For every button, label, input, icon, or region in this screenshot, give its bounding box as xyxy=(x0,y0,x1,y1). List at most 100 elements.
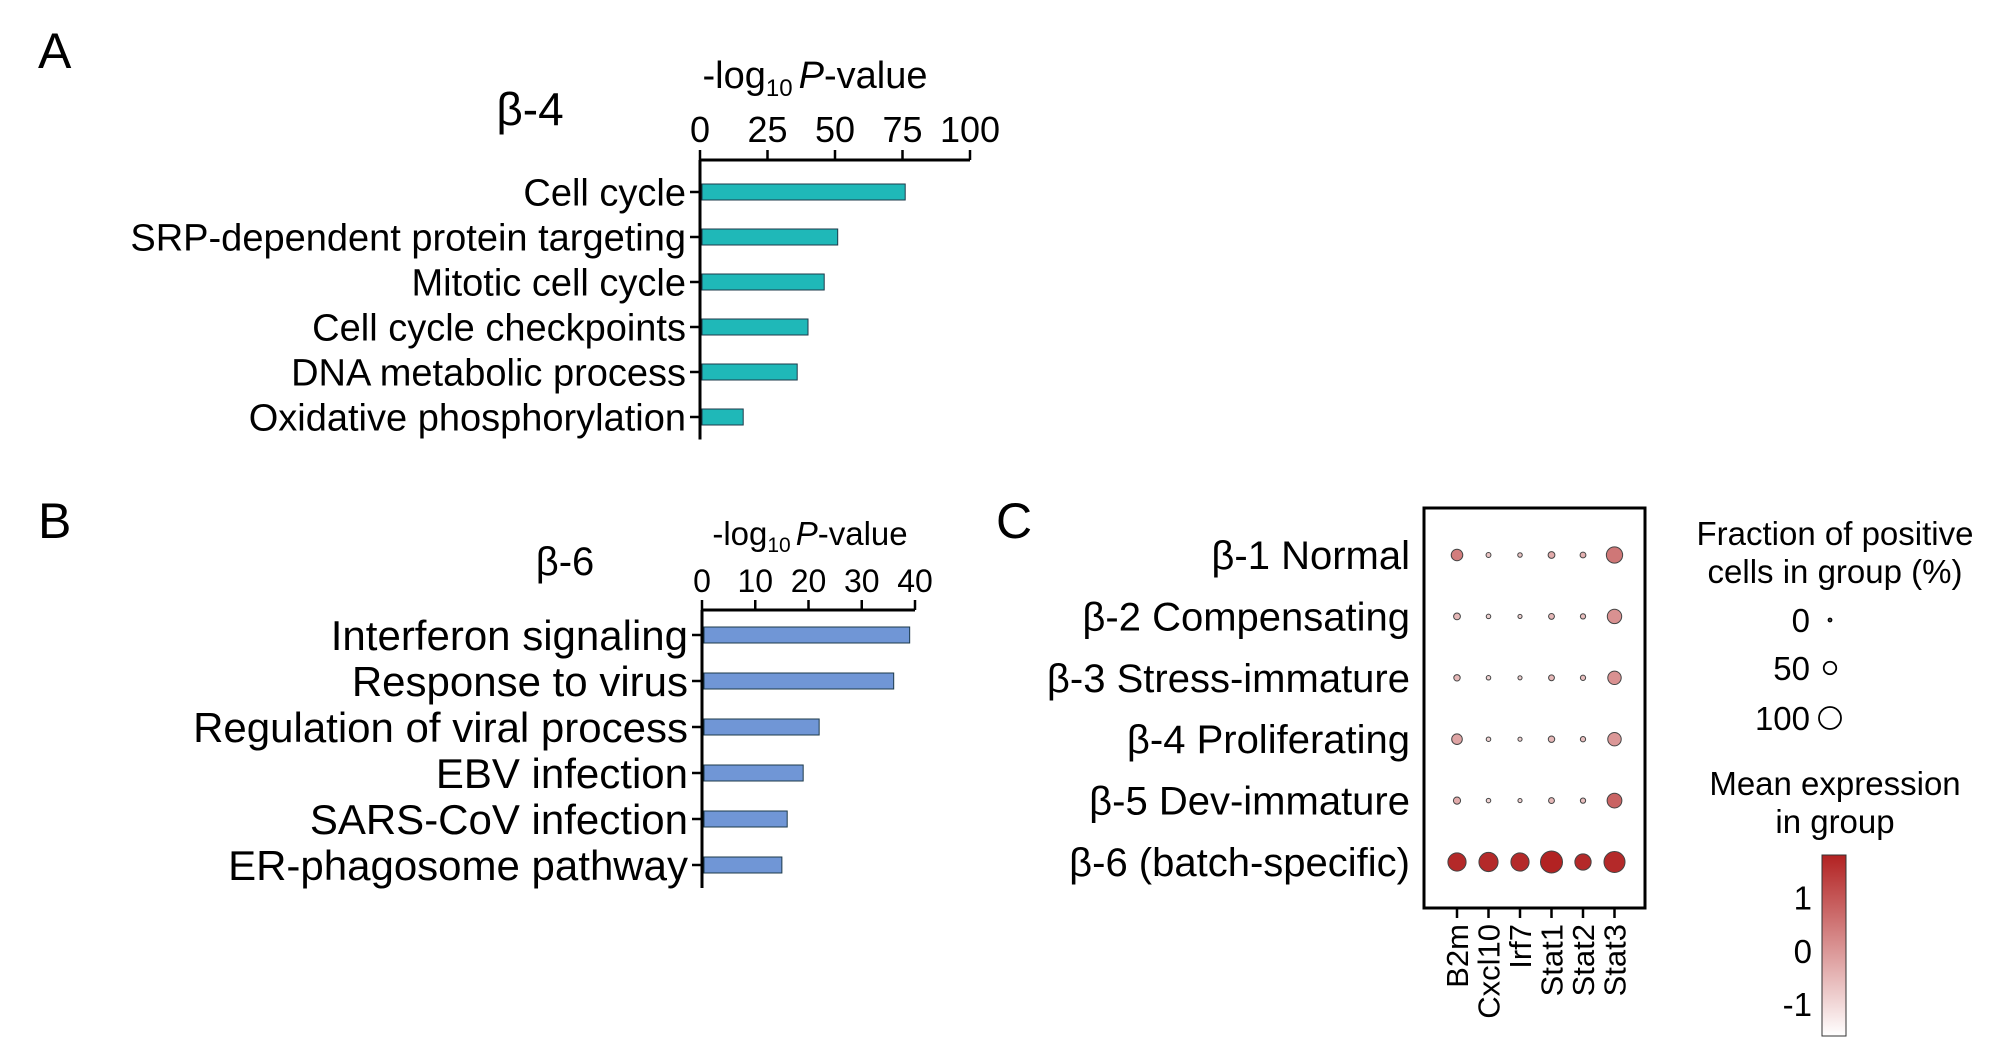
colorbar-tick-label: 0 xyxy=(1794,933,1812,970)
dot xyxy=(1574,853,1592,871)
panel-a-axis-title: -log10 P-value xyxy=(703,55,928,102)
category-label: Mitotic cell cycle xyxy=(412,263,687,305)
dot xyxy=(1548,612,1555,620)
axis-title-prefix: -log xyxy=(703,55,766,97)
color-legend-title: in group xyxy=(1775,803,1894,840)
size-legend-label: 50 xyxy=(1773,650,1810,687)
dot xyxy=(1453,612,1461,621)
bar xyxy=(701,318,809,336)
bar xyxy=(703,810,788,828)
x-tick-label: 25 xyxy=(747,109,787,150)
dot xyxy=(1517,675,1523,681)
dot xyxy=(1579,736,1587,743)
dot xyxy=(1517,736,1523,742)
colorbar xyxy=(1821,854,1847,1037)
dot xyxy=(1510,852,1530,872)
category-label: Interferon signaling xyxy=(331,612,688,659)
gene-label: Stat2 xyxy=(1566,924,1601,996)
dot xyxy=(1579,551,1587,559)
row-label: β-4 Proliferating xyxy=(1127,718,1410,762)
panel-b: B β-6 -log10 P-value 0 10 20 30 40Interferon … xyxy=(38,493,933,889)
bar xyxy=(703,672,895,690)
bar xyxy=(703,626,911,644)
x-tick-label: 0 xyxy=(693,563,711,599)
dot xyxy=(1605,546,1624,564)
dot xyxy=(1517,552,1523,558)
dot xyxy=(1450,548,1464,562)
dot xyxy=(1606,792,1623,809)
bar xyxy=(701,228,839,246)
row-label: β-5 Dev-immature xyxy=(1089,780,1410,824)
dot xyxy=(1485,552,1492,558)
dot xyxy=(1603,850,1626,874)
axis-title-suffix: -value xyxy=(824,55,928,97)
panel-b-letter: B xyxy=(38,493,71,549)
category-label: SARS-CoV infection xyxy=(310,796,688,843)
size-legend-title: cells in group (%) xyxy=(1708,553,1963,590)
panel-a: A β-4 -log10 P-value 0 25 50 75 100 Cell cycle… xyxy=(38,23,1000,440)
size-legend-dot xyxy=(1827,617,1833,623)
dot xyxy=(1517,798,1523,804)
category-label: Oxidative phosphorylation xyxy=(249,398,686,440)
dot-plot: β-1 Normal β-2 Compensating β-3 Stress-imm… xyxy=(1047,506,1974,1037)
dot xyxy=(1478,851,1499,873)
panel-a-letter: A xyxy=(38,23,72,79)
dot xyxy=(1607,731,1622,747)
category-label: EBV infection xyxy=(436,750,688,797)
panel-b-group-label: β-6 xyxy=(536,540,595,584)
dot xyxy=(1547,551,1556,559)
panel-c: C β-1 Normal β-2 Compensating β-3 Stress-i… xyxy=(996,493,1974,1037)
panel-b-axis-title: -log10 P-value xyxy=(712,515,907,557)
axis-title-prefix: -log xyxy=(712,515,767,552)
dot xyxy=(1485,613,1492,620)
size-legend-dot xyxy=(1822,660,1838,676)
row-label: β-6 (batch-specific) xyxy=(1069,841,1410,885)
size-legend-title: Fraction of positive xyxy=(1697,515,1974,552)
category-label: DNA metabolic process xyxy=(291,353,686,395)
gene-label: Cxcl10 xyxy=(1472,924,1507,1019)
dot xyxy=(1540,850,1563,874)
x-tick-label: 10 xyxy=(737,563,773,599)
x-tick-label: 50 xyxy=(815,109,855,150)
x-tick-label: 40 xyxy=(897,563,933,599)
dot xyxy=(1548,797,1555,805)
colorbar-tick-label: 1 xyxy=(1794,880,1812,917)
axis-title-subscript: 10 xyxy=(767,534,790,557)
row-label: β-1 Normal xyxy=(1211,534,1410,578)
x-tick-label: 100 xyxy=(940,109,1000,150)
dot xyxy=(1606,608,1623,625)
dot xyxy=(1447,852,1467,872)
axis-title-subscript: 10 xyxy=(766,75,793,102)
row-label: β-2 Compensating xyxy=(1082,595,1410,639)
category-label: ER-phagosome pathway xyxy=(228,842,688,889)
size-legend-label: 0 xyxy=(1792,602,1810,639)
dot xyxy=(1517,613,1523,619)
x-tick-label: 0 xyxy=(690,109,710,150)
size-legend-dot xyxy=(1818,706,1842,730)
color-legend-title: Mean expression xyxy=(1709,765,1960,802)
bar xyxy=(703,718,820,736)
dot xyxy=(1453,674,1461,682)
category-label: Cell cycle xyxy=(523,173,686,215)
dot xyxy=(1607,670,1622,686)
category-label: Response to virus xyxy=(352,658,688,705)
dot-plot-frame xyxy=(1422,506,1647,910)
dot xyxy=(1485,736,1492,742)
dot xyxy=(1485,797,1492,804)
gene-label: B2m xyxy=(1440,924,1475,988)
row-label: β-3 Stress-immature xyxy=(1047,657,1410,701)
category-label: SRP-dependent protein targeting xyxy=(130,218,686,260)
axis-title-italic: P xyxy=(799,55,825,97)
colorbar-tick-label: -1 xyxy=(1783,986,1812,1023)
gene-label: Irf7 xyxy=(1503,924,1538,969)
dot xyxy=(1547,735,1556,743)
axis-title-suffix: -value xyxy=(818,515,908,552)
bar xyxy=(703,856,783,874)
dot xyxy=(1579,613,1587,620)
bar xyxy=(701,183,906,201)
dot xyxy=(1485,675,1492,681)
x-tick-label: 75 xyxy=(882,109,922,150)
dot xyxy=(1452,796,1462,805)
